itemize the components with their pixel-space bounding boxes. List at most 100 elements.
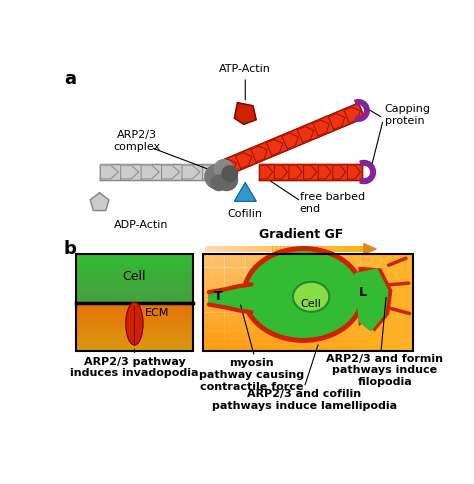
Bar	[255, 312, 266, 319]
Bar	[298, 293, 309, 300]
Bar	[298, 280, 309, 287]
Bar	[214, 299, 225, 306]
Bar	[76, 293, 192, 296]
Polygon shape	[274, 165, 287, 179]
Bar	[402, 261, 413, 268]
Bar	[319, 287, 329, 293]
Bar	[298, 273, 309, 281]
Bar	[287, 261, 298, 268]
Bar	[287, 325, 298, 332]
Bar	[298, 312, 309, 319]
Bar	[214, 318, 225, 325]
Bar	[392, 338, 402, 345]
Bar	[214, 306, 225, 313]
Bar	[203, 273, 214, 281]
Polygon shape	[251, 146, 267, 162]
Bar	[381, 299, 392, 306]
Bar	[76, 322, 192, 324]
Polygon shape	[333, 165, 346, 179]
Bar	[319, 255, 329, 261]
Bar	[235, 306, 246, 313]
Bar	[371, 255, 382, 261]
Bar	[76, 287, 192, 290]
Bar	[308, 318, 319, 325]
Bar	[237, 246, 241, 252]
Bar	[266, 332, 277, 338]
Bar	[344, 246, 348, 252]
Bar	[371, 344, 382, 351]
Bar	[345, 255, 350, 351]
Bar	[319, 280, 329, 287]
Bar	[339, 299, 350, 306]
Bar	[76, 307, 192, 310]
Bar	[360, 287, 371, 293]
Bar	[287, 344, 298, 351]
Bar	[235, 255, 240, 351]
Bar	[203, 255, 214, 261]
Bar	[235, 273, 246, 281]
Bar	[203, 267, 214, 274]
Bar	[235, 267, 246, 274]
Bar	[76, 344, 192, 346]
Bar	[350, 312, 361, 319]
Bar	[381, 261, 392, 268]
Bar	[371, 261, 382, 268]
Bar	[381, 267, 392, 274]
Bar	[214, 338, 225, 345]
Bar	[360, 299, 371, 306]
Bar	[255, 280, 266, 287]
Bar	[329, 267, 340, 274]
Bar	[214, 267, 225, 274]
Bar	[350, 338, 361, 345]
Bar	[287, 318, 298, 325]
Bar	[298, 299, 309, 306]
Bar	[360, 332, 371, 338]
Bar	[308, 255, 319, 261]
Bar	[277, 312, 288, 319]
Bar	[76, 315, 192, 317]
Polygon shape	[356, 269, 388, 331]
Bar	[203, 293, 214, 300]
Bar	[386, 255, 392, 351]
Bar	[371, 325, 382, 332]
Bar	[76, 257, 192, 261]
Bar	[219, 255, 225, 351]
Bar	[255, 338, 266, 345]
Bar	[339, 306, 350, 313]
Polygon shape	[209, 285, 251, 312]
Bar	[308, 255, 314, 351]
Bar	[329, 293, 340, 300]
Bar	[319, 306, 329, 313]
Bar	[360, 338, 371, 345]
Bar	[350, 325, 361, 332]
Bar	[273, 246, 277, 252]
Bar	[287, 273, 298, 281]
Bar	[319, 325, 329, 332]
Bar	[392, 293, 402, 300]
Ellipse shape	[247, 252, 360, 337]
Bar	[225, 246, 229, 252]
Bar	[240, 255, 246, 351]
Bar	[266, 261, 277, 268]
Bar	[277, 255, 282, 351]
Bar	[241, 246, 245, 252]
Bar	[298, 255, 309, 261]
Bar	[402, 280, 413, 287]
Bar	[320, 246, 325, 252]
Bar	[245, 246, 249, 252]
Bar	[292, 246, 297, 252]
Bar	[308, 344, 319, 351]
Bar	[276, 246, 281, 252]
Bar	[355, 255, 361, 351]
Bar	[336, 246, 340, 252]
Bar	[266, 299, 277, 306]
Bar	[360, 318, 371, 325]
Polygon shape	[364, 243, 376, 255]
Bar	[266, 267, 277, 274]
Bar	[76, 317, 192, 319]
Bar	[277, 332, 288, 338]
Bar	[287, 293, 298, 300]
Text: Gradient GF: Gradient GF	[259, 228, 343, 242]
Bar	[76, 348, 192, 351]
Bar	[360, 255, 371, 261]
